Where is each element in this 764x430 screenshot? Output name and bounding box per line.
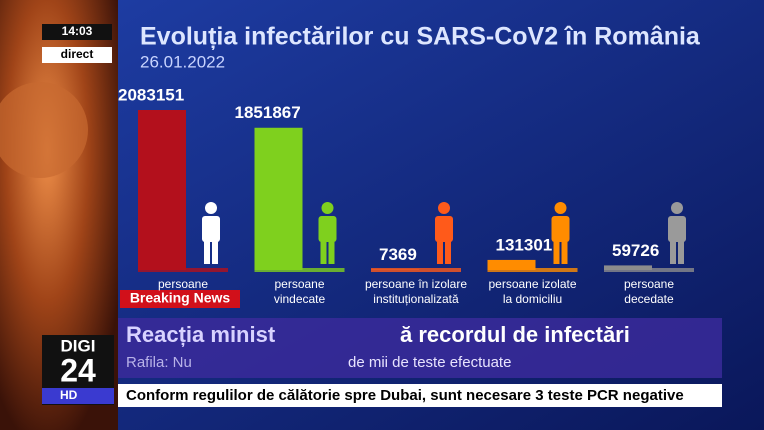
logo-hd: HD (60, 388, 78, 402)
icon-leg (328, 240, 335, 264)
value-label: 2083151 (118, 85, 184, 104)
value-label: 131301 (496, 235, 553, 254)
headline-b: ă recordul de infectări (400, 322, 630, 347)
icon-head (438, 202, 450, 214)
icon-body (202, 216, 220, 242)
ticker-band (118, 384, 722, 407)
person-icon (668, 202, 686, 264)
breaking: Breaking News (130, 290, 231, 306)
person-icon (318, 202, 337, 264)
subtitle: 26.01.2022 (140, 52, 225, 71)
icon-leg (204, 240, 210, 264)
icon-head (554, 202, 567, 214)
icon-leg (320, 240, 327, 264)
logo-top: DIGI (61, 336, 96, 355)
person-icon (551, 202, 570, 264)
icon-body (551, 216, 570, 242)
clock: 14:03 (62, 24, 93, 38)
subline-a: Rafila: Nu (126, 354, 192, 371)
bar (138, 110, 186, 270)
value-label: 7369 (379, 245, 417, 264)
icon-body (668, 216, 686, 242)
category-label: persoane (157, 277, 209, 291)
live-box (42, 47, 112, 63)
bar (487, 259, 536, 270)
person-icon (435, 202, 453, 264)
category-label: persoane în izolare instituționalizată (364, 277, 468, 306)
category-label: persoane vindecate (273, 277, 326, 306)
icon-leg (678, 240, 684, 264)
icon-leg (670, 240, 676, 264)
hd-box (42, 388, 114, 404)
title: Evoluția infectărilor cu SARS-CoV2 în Ro… (140, 23, 701, 51)
icon-leg (445, 240, 451, 264)
headline-a: Reacția minist (126, 322, 276, 347)
bar (371, 269, 419, 270)
headline-band (118, 318, 722, 378)
category-label: persoane izolate la domiciliu (488, 277, 577, 306)
live: direct (61, 47, 94, 61)
icon-head (205, 202, 217, 214)
clock-box (42, 24, 112, 40)
icon-head (321, 202, 334, 214)
bar (604, 265, 652, 270)
icon-leg (553, 240, 560, 264)
icon-body (435, 216, 453, 242)
person-icon (202, 202, 220, 264)
logo-num: 24 (60, 352, 96, 388)
value-label: 1851867 (235, 103, 301, 122)
virus (0, 82, 88, 178)
icon-leg (561, 240, 568, 264)
icon-body (318, 216, 337, 242)
subline-b: de mii de teste efectuate (348, 354, 511, 371)
ticker: Conform regulilor de călătorie spre Duba… (126, 387, 684, 404)
bar (254, 127, 303, 271)
value-label: 59726 (612, 241, 659, 260)
icon-leg (212, 240, 218, 264)
category-label: persoane decedate (623, 277, 675, 306)
breaking-box (120, 290, 240, 308)
icon-head (671, 202, 683, 214)
icon-leg (437, 240, 443, 264)
